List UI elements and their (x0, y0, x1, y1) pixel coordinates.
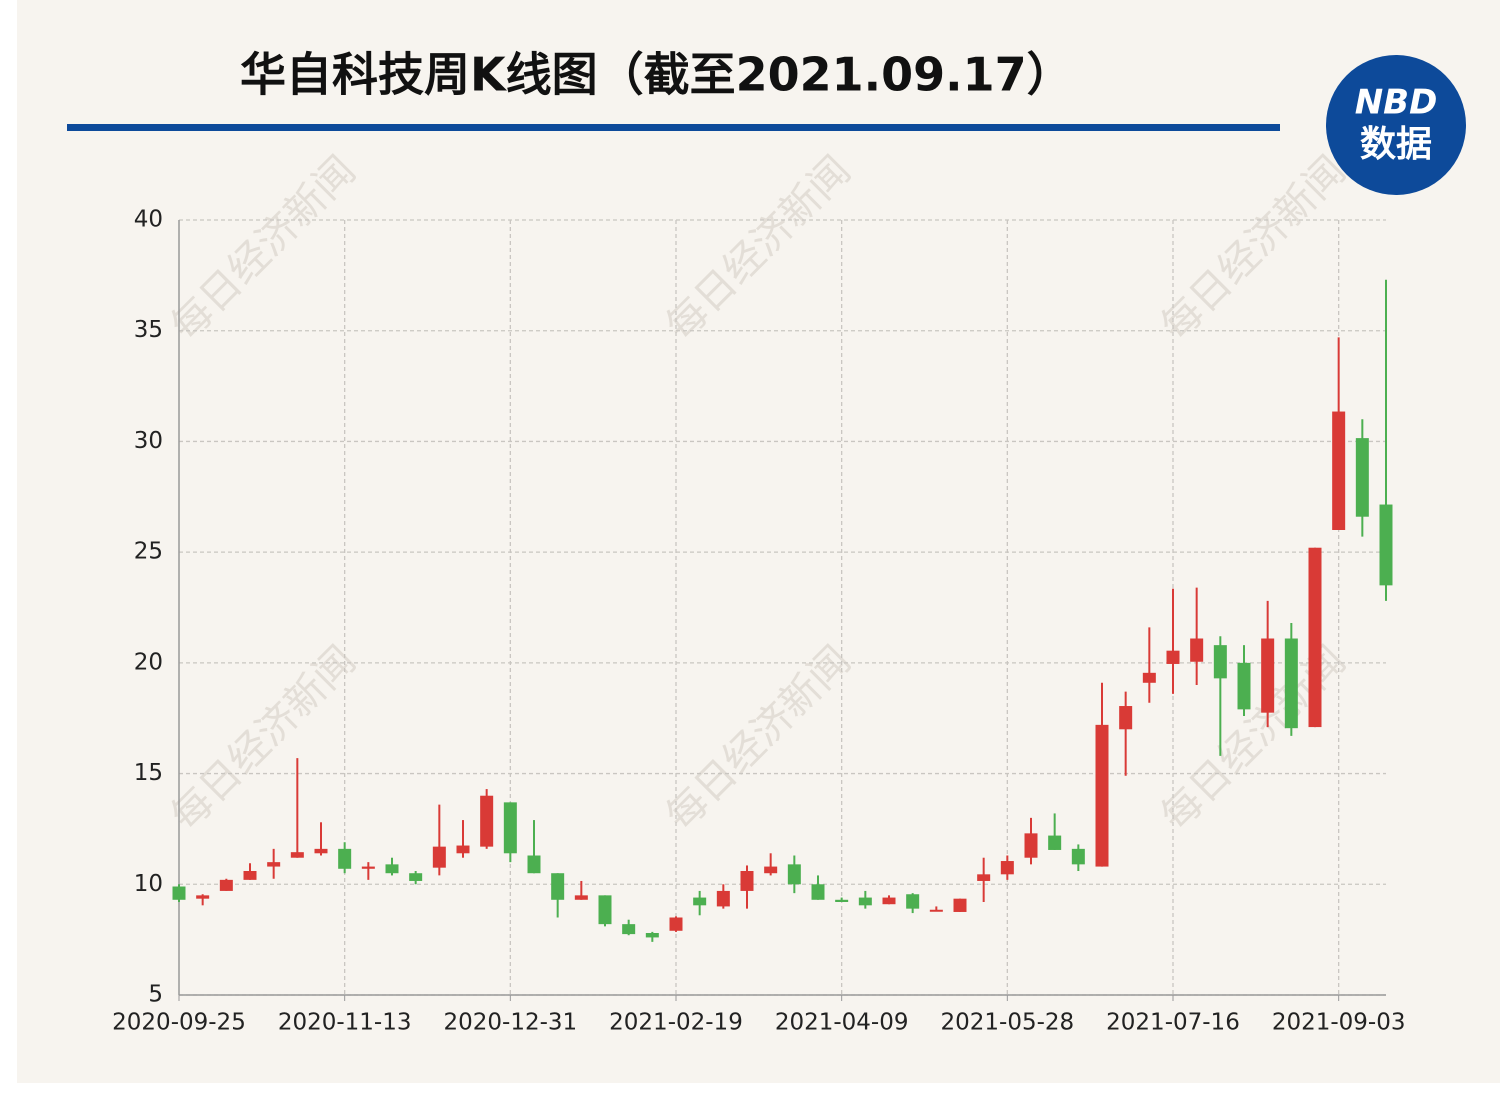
x-tick-label: 2020-12-31 (443, 1010, 577, 1036)
candle-body (598, 895, 612, 925)
candle-body (574, 895, 588, 900)
candle-body (740, 871, 754, 891)
candle-body (243, 871, 257, 880)
candle-body (527, 855, 541, 874)
card (17, 0, 1500, 1083)
candle-body (314, 848, 328, 854)
candle-body (811, 884, 825, 900)
candle-body (1308, 547, 1322, 728)
candle-body (1095, 724, 1109, 867)
candle-body (267, 862, 281, 867)
candle-body (835, 899, 849, 902)
candle-body (1000, 861, 1014, 875)
candle-body (172, 886, 186, 900)
candle-body (1142, 672, 1156, 683)
candle-body (622, 924, 636, 935)
candle-body (882, 897, 896, 905)
candle-body (977, 874, 991, 881)
candle-body (1024, 833, 1038, 858)
candle-body (456, 845, 470, 854)
candle-body (1332, 411, 1346, 530)
candle-body (385, 864, 399, 874)
candle-body (1355, 438, 1369, 517)
candle-body (338, 848, 352, 869)
x-tick-label: 2021-05-28 (940, 1010, 1074, 1036)
candle-body (1379, 504, 1393, 586)
candle-body (906, 894, 920, 909)
candle-body (1166, 650, 1180, 664)
candle-body (480, 795, 494, 847)
x-tick-label: 2021-04-09 (775, 1010, 909, 1036)
candle-body (787, 864, 801, 885)
candle-body (196, 895, 210, 899)
title-rule (67, 124, 1280, 131)
candle-body (551, 873, 565, 900)
candle-body (409, 873, 423, 881)
candle-body (693, 897, 707, 906)
candle-body (1213, 645, 1227, 679)
candle-body (858, 897, 872, 906)
candle-body (1237, 662, 1251, 710)
y-tick-label: 15 (134, 760, 163, 786)
candle-body (716, 890, 730, 907)
candle-body (503, 802, 517, 854)
x-tick-label: 2021-02-19 (609, 1010, 743, 1036)
y-tick-label: 20 (134, 649, 163, 675)
chart-title: 华自科技周K线图（截至2021.09.17） (240, 48, 1073, 102)
logo (1326, 55, 1466, 195)
candle-body (1071, 848, 1085, 865)
y-tick-label: 40 (134, 207, 163, 233)
candle-body (1284, 638, 1298, 729)
x-tick-label: 2020-09-25 (112, 1010, 246, 1036)
candle-body (1048, 835, 1062, 850)
candle-body (1119, 706, 1133, 730)
x-tick-label: 2020-11-13 (278, 1010, 412, 1036)
y-tick-label: 35 (134, 317, 163, 343)
candle-body (219, 879, 233, 891)
candle-body (432, 846, 446, 868)
logo-top: NBD (1355, 83, 1438, 123)
candle-body (645, 933, 659, 938)
candle-body (1261, 638, 1275, 713)
y-tick-label: 25 (134, 539, 163, 565)
candle-body (929, 909, 943, 912)
x-tick-label: 2021-09-03 (1272, 1010, 1406, 1036)
candle-body (669, 917, 683, 931)
y-tick-label: 5 (148, 982, 163, 1008)
candle-body (1190, 638, 1204, 662)
y-tick-label: 10 (134, 871, 163, 897)
logo-bottom: 数据 (1360, 124, 1432, 165)
candle-body (361, 866, 375, 869)
candle-body (764, 866, 778, 874)
candle-body (953, 898, 967, 912)
x-tick-label: 2021-07-16 (1106, 1010, 1240, 1036)
y-tick-label: 30 (134, 428, 163, 454)
candle-body (290, 852, 304, 858)
